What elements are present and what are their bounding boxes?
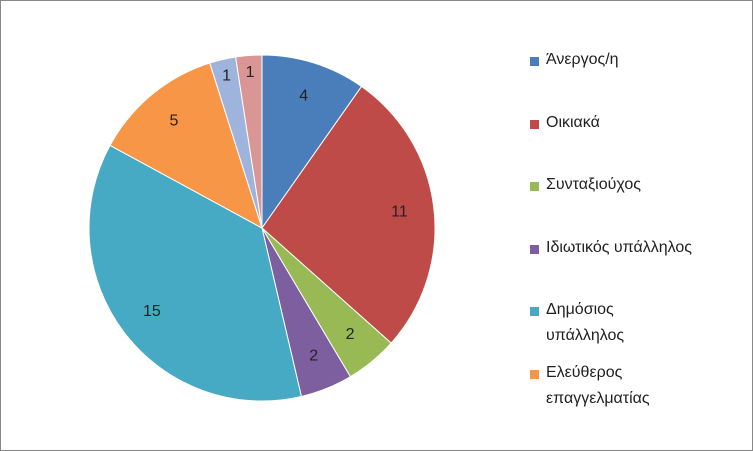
legend-entry: Ιδιωτικός υπάλληλος: [530, 239, 696, 261]
data-label: 2: [309, 348, 318, 365]
legend-label: Δημόσιος υπάλληλος: [546, 301, 625, 345]
data-label: 11: [391, 203, 408, 220]
legend-swatch: [530, 244, 539, 254]
legend-swatch: [530, 307, 539, 317]
data-label: 1: [246, 64, 255, 81]
legend-label: Ιδιωτικός υπάλληλος: [546, 238, 692, 256]
legend-swatch: [530, 370, 539, 379]
data-label: 2: [346, 326, 355, 343]
legend-label: Άνεργος/η: [546, 51, 619, 68]
legend-swatch: [530, 182, 539, 192]
legend-label: Ελεύθερος επαγγελματίας: [546, 364, 650, 407]
legend-label: Συνταξιούχος: [546, 176, 641, 194]
legend-entry: Δημόσιος υπάλληλος: [530, 301, 696, 349]
legend-entry: Συνταξιούχος: [530, 176, 696, 198]
pie-slice: [235, 54, 263, 229]
legend-label: Οικιακά: [546, 113, 600, 131]
legend-entry: Άνεργος/η: [530, 51, 696, 73]
legend-swatch: [530, 119, 539, 129]
data-label: 1: [222, 68, 231, 85]
legend-swatch: [530, 57, 539, 66]
pie-slice: [88, 144, 303, 402]
legend-entry: Οικιακά: [530, 114, 696, 136]
pie-slice: [261, 85, 436, 344]
pie-slice: [261, 54, 363, 230]
data-label: 4: [299, 87, 308, 104]
legend-entry: Ελεύθερος επαγγελματίας: [530, 364, 696, 412]
pie-slice: [109, 62, 263, 230]
data-label: 15: [143, 303, 161, 320]
data-label: 5: [169, 112, 178, 129]
